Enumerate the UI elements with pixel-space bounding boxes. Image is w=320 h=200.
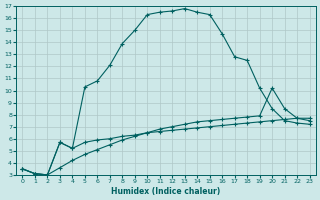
X-axis label: Humidex (Indice chaleur): Humidex (Indice chaleur) — [111, 187, 221, 196]
